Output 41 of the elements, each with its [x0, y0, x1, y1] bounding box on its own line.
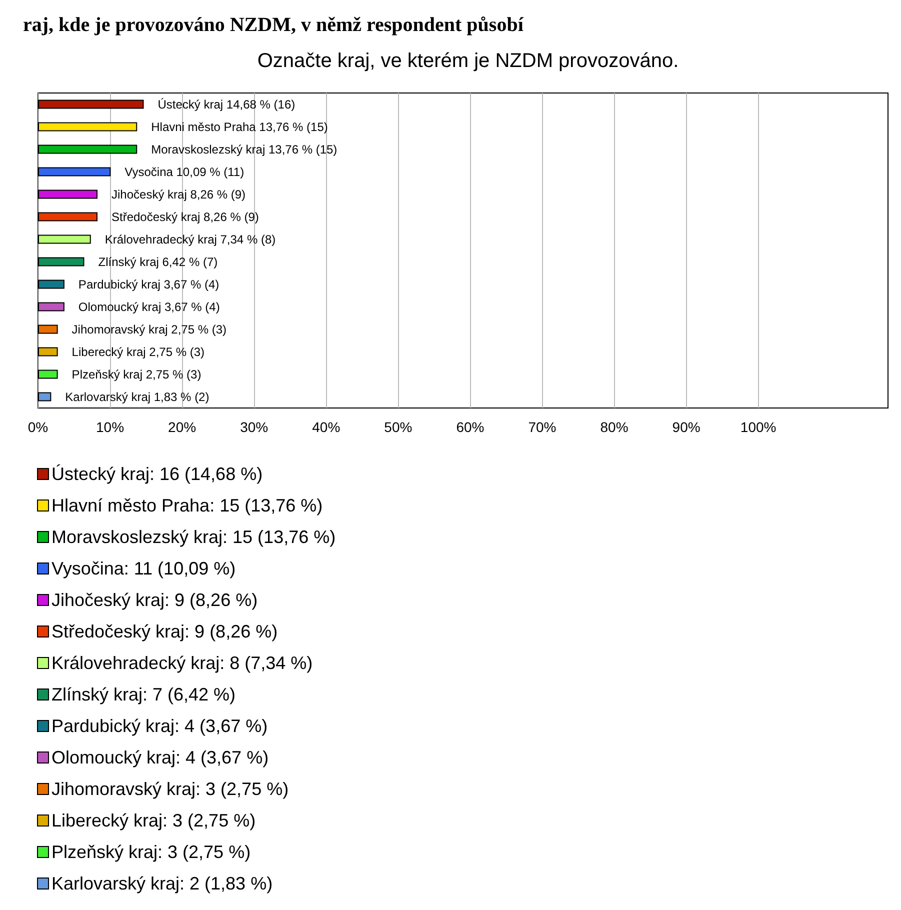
category-label: Královehradecký kraj 7,34 % (8) — [104, 232, 276, 246]
x-tick-label: 50% — [384, 419, 412, 435]
legend-label: Zlínský kraj: 7 (6,42 %) — [52, 684, 236, 704]
x-tick-label: 100% — [740, 419, 776, 435]
category-label: Liberecký kraj 2,75 % (3) — [72, 344, 205, 359]
legend-label: Plzeňský kraj: 3 (2,75 %) — [52, 842, 251, 862]
category-label: Vysočina 10,09 % (11) — [124, 164, 244, 179]
legend-label: Pardubický kraj: 4 (3,67 %) — [52, 716, 268, 736]
legend-label: Karlovarský kraj: 2 (1,83 %) — [52, 874, 273, 894]
chart-subtitle: Označte kraj, ve kterém je NZDM provozováno. — [257, 50, 679, 72]
category-label: Hlavni město Praha 13,76 % (15) — [151, 120, 328, 134]
legend-label: Olomoucký kraj: 4 (3,67 %) — [52, 748, 269, 768]
legend-label: Vysočina: 11 (10,09 %) — [52, 558, 236, 578]
legend-label: Jihočeský kraj: 9 (8,26 %) — [52, 590, 258, 610]
x-tick-label: 10% — [96, 419, 124, 435]
category-label: Jihomoravský kraj 2,75 % (3) — [72, 322, 227, 336]
x-tick-label: 80% — [600, 419, 628, 435]
category-label: Plzeňský kraj 2,75 % (3) — [72, 367, 202, 382]
legend-label: Jihomoravský kraj: 3 (2,75 %) — [52, 779, 289, 799]
category-label: Olomoucký kraj 3,67 % (4) — [78, 300, 220, 314]
x-tick-label: 40% — [312, 419, 340, 435]
legend-label: Moravskoslezský kraj: 15 (13,76 %) — [52, 527, 336, 547]
category-label: Zlínský kraj 6,42 % (7) — [98, 254, 218, 269]
category-label: Ústecký kraj 14,68 % (16) — [158, 97, 296, 112]
legend-label: Liberecký kraj: 3 (2,75 %) — [52, 810, 256, 830]
category-label: Moravskoslezský kraj 13,76 % (15) — [151, 142, 338, 156]
x-tick-label: 70% — [528, 419, 556, 435]
legend-label: Hlavní město Praha: 15 (13,76 %) — [52, 496, 323, 516]
legend-label: Ústecký kraj: 16 (14,68 %) — [52, 464, 263, 484]
chart-title: raj, kde je provozováno NZDM, v němž respondent působí — [23, 14, 524, 36]
category-label: Středočeský kraj 8,26 % (9) — [112, 210, 259, 224]
x-tick-label: 30% — [240, 419, 268, 435]
x-tick-label: 90% — [672, 419, 700, 435]
category-label: Jihočeský kraj 8,26 % (9) — [112, 187, 246, 202]
x-tick-label: 0% — [28, 419, 48, 435]
x-tick-label: 60% — [456, 419, 484, 435]
category-label: Pardubický kraj 3,67 % (4) — [78, 277, 220, 292]
legend-label: Středočeský kraj: 9 (8,26 %) — [52, 622, 278, 642]
x-tick-label: 20% — [168, 419, 196, 435]
category-label: Karlovarský kraj 1,83 % (2) — [65, 390, 210, 404]
legend-label: Královehradecký kraj: 8 (7,34 %) — [52, 653, 313, 673]
